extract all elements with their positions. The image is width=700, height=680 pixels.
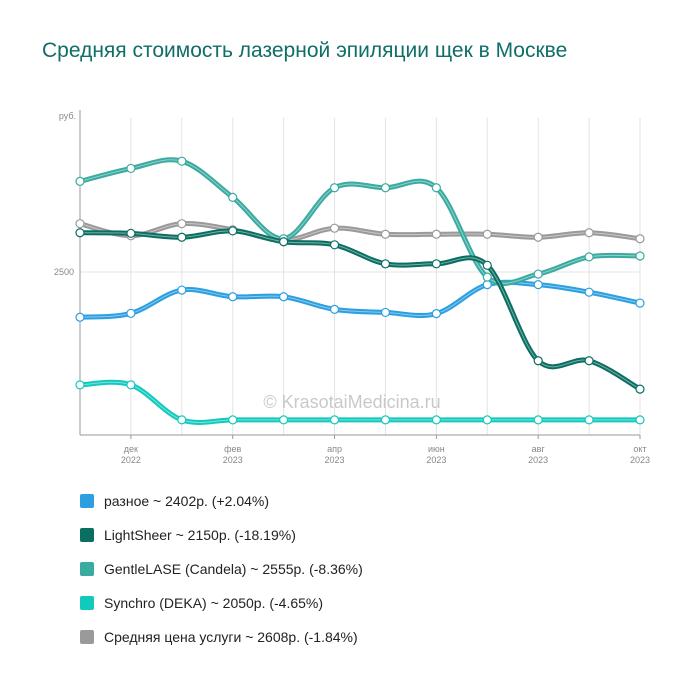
legend-item[interactable]: Synchro (DEKA) ~ 2050р. (-4.65%)	[80, 586, 363, 620]
data-point[interactable]	[228, 415, 238, 425]
data-point[interactable]	[177, 219, 187, 229]
data-point[interactable]	[329, 415, 340, 425]
legend-item[interactable]: разное ~ 2402р. (+2.04%)	[80, 484, 363, 518]
data-point[interactable]	[279, 237, 289, 247]
data-point[interactable]	[228, 226, 238, 236]
data-point[interactable]	[228, 192, 238, 203]
legend-swatch	[80, 562, 94, 576]
data-point[interactable]	[584, 287, 594, 297]
x-tick-label-month: дек	[124, 444, 138, 454]
data-point[interactable]	[75, 228, 85, 238]
y-tick-label: 2500	[54, 267, 74, 277]
legend-item[interactable]: GentleLASE (Candela) ~ 2555р. (-8.36%)	[80, 552, 363, 586]
data-point[interactable]	[380, 259, 391, 269]
legend-swatch	[80, 630, 94, 644]
data-point[interactable]	[329, 223, 340, 233]
data-point[interactable]	[177, 415, 187, 425]
data-point[interactable]	[635, 251, 645, 261]
data-point[interactable]	[533, 356, 543, 366]
data-point[interactable]	[228, 292, 238, 302]
data-point[interactable]	[482, 229, 492, 239]
series-gentlelase-candela	[75, 156, 645, 286]
page-title: Средняя стоимость лазерной эпиляции щек …	[42, 39, 568, 62]
x-tick-label-month: окт	[633, 444, 646, 454]
x-tick-label-month: фев	[224, 444, 241, 454]
data-point[interactable]	[177, 156, 187, 166]
data-point[interactable]	[75, 219, 85, 229]
data-point[interactable]	[177, 232, 187, 242]
data-point[interactable]	[279, 415, 289, 425]
data-point[interactable]	[431, 229, 441, 239]
x-tick-label-year: 2023	[630, 455, 650, 465]
data-point[interactable]	[329, 183, 340, 193]
data-point[interactable]	[584, 356, 594, 366]
series-средняя-цена-услуги	[75, 219, 645, 245]
legend-label: LightSheer ~ 2150р. (-18.19%)	[104, 527, 296, 543]
data-point[interactable]	[75, 380, 85, 390]
data-point[interactable]	[584, 252, 594, 262]
data-point[interactable]	[329, 240, 340, 250]
data-point[interactable]	[380, 229, 391, 239]
series-разное	[75, 279, 645, 322]
legend-item[interactable]: Средняя цена услуги ~ 2608р. (-1.84%)	[80, 620, 363, 654]
data-point[interactable]	[431, 259, 441, 269]
data-point[interactable]	[380, 307, 391, 318]
data-point[interactable]	[177, 285, 187, 295]
data-point[interactable]	[635, 415, 645, 425]
legend-swatch	[80, 494, 94, 508]
data-point[interactable]	[482, 272, 492, 282]
y-axis-label: руб.	[59, 111, 76, 121]
x-tick-label-year: 2022	[121, 455, 141, 465]
data-point[interactable]	[635, 298, 645, 308]
x-tick-label-month: апр	[327, 444, 342, 454]
data-point[interactable]	[126, 163, 136, 174]
x-tick-label-month: авг	[532, 444, 546, 454]
data-point[interactable]	[533, 232, 543, 242]
legend-label: Synchro (DEKA) ~ 2050р. (-4.65%)	[104, 595, 324, 611]
data-point[interactable]	[431, 309, 441, 319]
data-point[interactable]	[533, 269, 543, 279]
data-point[interactable]	[635, 384, 645, 394]
data-point[interactable]	[584, 228, 594, 238]
data-point[interactable]	[635, 234, 645, 244]
legend-swatch	[80, 596, 94, 610]
x-tick-label-year: 2023	[528, 455, 548, 465]
data-point[interactable]	[329, 304, 340, 315]
data-point[interactable]	[126, 380, 136, 390]
data-point[interactable]	[482, 415, 492, 425]
series-lightsheer	[75, 226, 645, 394]
data-point[interactable]	[533, 280, 543, 290]
x-tick-label-year: 2023	[325, 455, 345, 465]
series-synchro-deka	[75, 379, 645, 425]
data-point[interactable]	[126, 228, 136, 238]
data-point[interactable]	[75, 176, 85, 186]
data-point[interactable]	[482, 260, 492, 270]
watermark-text: © KrasotaiMedicina.ru	[263, 392, 440, 412]
data-point[interactable]	[431, 183, 441, 193]
data-point[interactable]	[431, 415, 441, 425]
x-tick-label-month: июн	[428, 444, 445, 454]
legend-label: GentleLASE (Candela) ~ 2555р. (-8.36%)	[104, 561, 363, 577]
grid	[80, 118, 641, 435]
data-point[interactable]	[584, 415, 594, 425]
data-point[interactable]	[380, 415, 391, 425]
data-point[interactable]	[380, 183, 391, 193]
series-line	[77, 157, 643, 286]
data-point[interactable]	[126, 308, 136, 318]
legend-label: разное ~ 2402р. (+2.04%)	[104, 493, 269, 509]
legend-label: Средняя цена услуги ~ 2608р. (-1.84%)	[104, 629, 358, 645]
legend: разное ~ 2402р. (+2.04%) LightSheer ~ 215…	[80, 484, 363, 654]
x-tick-label-year: 2023	[223, 455, 243, 465]
data-point[interactable]	[533, 415, 543, 425]
legend-swatch	[80, 528, 94, 542]
legend-item[interactable]: LightSheer ~ 2150р. (-18.19%)	[80, 518, 363, 552]
data-point[interactable]	[75, 312, 85, 322]
data-point[interactable]	[279, 292, 289, 302]
x-tick-label-year: 2023	[426, 455, 446, 465]
series-group	[75, 156, 645, 425]
series-line-highlight	[79, 159, 641, 284]
